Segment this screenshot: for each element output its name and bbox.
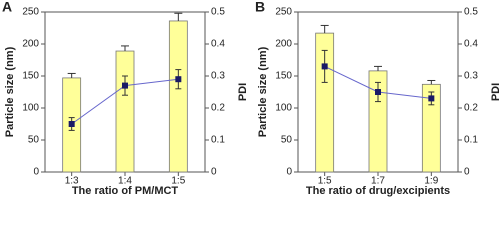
pdi-marker: [428, 95, 435, 102]
x-tick-label: 1:7: [371, 176, 385, 187]
x-tick-label: 1:5: [318, 176, 332, 187]
pdi-marker: [68, 121, 75, 127]
x-axis-title: The ratio of PM/MCT: [72, 185, 179, 197]
y-tick-label: 50: [28, 135, 40, 146]
panel-label: A: [2, 0, 12, 15]
y2-tick-label: 0.5: [464, 7, 478, 18]
figure: A 0 50 100 150 200 250 0 0.1 0.2 0.3 0.4 0.5 Particle…: [2, 0, 500, 197]
y-tick-label: 200: [275, 39, 292, 50]
y2-tick-label: 0.5: [211, 7, 225, 18]
y2-tick-label: 0.4: [464, 39, 478, 50]
pdi-marker: [321, 63, 328, 70]
pdi-marker: [375, 89, 381, 95]
y2-tick-label: 0.2: [211, 103, 225, 114]
y2-tick-label: 0.2: [464, 103, 478, 114]
y2-tick-label: 0.3: [211, 71, 225, 82]
y-tick-label: 250: [275, 7, 292, 18]
x-tick-label: 1:3: [65, 176, 79, 187]
x-tick-label: 1:9: [424, 176, 438, 187]
y-tick-label: 100: [22, 103, 39, 114]
pdi-marker: [175, 76, 182, 83]
y2-axis-title: PDI: [237, 83, 249, 101]
bar: [168, 20, 188, 173]
y-axis-title: Particle size (nm): [4, 46, 16, 137]
y-tick-label: 150: [275, 71, 292, 82]
x-tick-label: 1:5: [171, 176, 185, 187]
y-tick-label: 200: [22, 39, 39, 50]
y-axis-title: Particle size (nm): [257, 46, 269, 137]
bar: [115, 50, 135, 173]
y2-tick-label: 0: [464, 167, 470, 178]
y-tick-label: 0: [33, 167, 39, 178]
y-tick-label: 0: [286, 167, 292, 178]
pdi-marker: [122, 82, 128, 89]
y2-tick-label: 0.1: [464, 135, 478, 146]
panel-label: B: [255, 0, 265, 15]
y-tick-label: 250: [22, 7, 39, 18]
x-axis-title: The ratio of drug/excipients: [306, 185, 450, 197]
y2-tick-label: 0.3: [464, 71, 478, 82]
y-tick-label: 150: [22, 71, 39, 82]
y2-tick-label: 0: [211, 167, 217, 178]
y2-axis-title: PDI: [490, 83, 500, 101]
x-tick-label: 1:4: [118, 176, 132, 187]
y2-tick-label: 0.1: [211, 135, 225, 146]
y2-tick-label: 0.4: [211, 39, 225, 50]
y-tick-label: 100: [275, 103, 292, 114]
y-tick-label: 50: [281, 135, 293, 146]
